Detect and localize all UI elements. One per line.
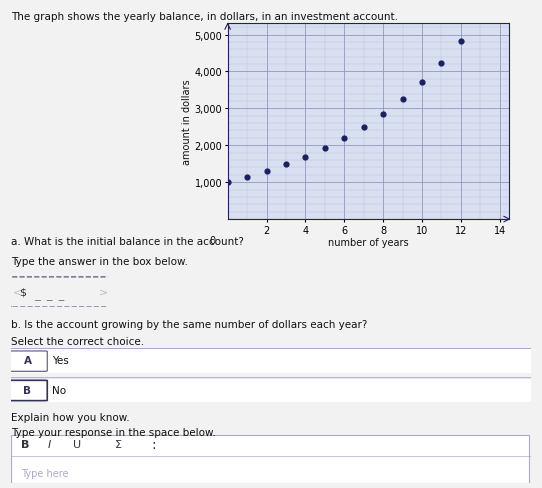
Text: 0: 0 (209, 235, 215, 245)
Point (262, 168, 271, 176)
FancyBboxPatch shape (8, 351, 47, 371)
Text: No: No (53, 385, 67, 395)
Text: I: I (47, 439, 50, 449)
Text: <: < (13, 286, 22, 297)
FancyBboxPatch shape (1, 349, 537, 374)
Point (340, 135, 349, 142)
Text: Type the answer in the box below.: Type the answer in the box below. (11, 256, 188, 266)
Point (418, 79, 427, 87)
Point (301, 154, 309, 162)
Text: U: U (73, 439, 81, 449)
Text: Explain how you know.: Explain how you know. (11, 412, 130, 422)
Point (282, 161, 291, 169)
FancyBboxPatch shape (1, 378, 537, 403)
Text: The graph shows the yearly balance, in dollars, in an investment account.: The graph shows the yearly balance, in d… (11, 12, 398, 22)
Text: Σ: Σ (115, 439, 122, 449)
FancyBboxPatch shape (8, 277, 111, 307)
Point (320, 145, 329, 153)
Point (223, 179, 232, 187)
Y-axis label: amount in dollars: amount in dollars (182, 79, 191, 165)
Text: a. What is the initial balance in the account?: a. What is the initial balance in the ac… (11, 237, 244, 246)
FancyBboxPatch shape (8, 381, 47, 401)
Text: Type here: Type here (21, 468, 69, 478)
Text: B: B (21, 439, 30, 449)
Point (398, 96, 407, 104)
Point (379, 111, 388, 119)
Text: :: : (151, 437, 156, 451)
Point (243, 174, 251, 182)
Point (359, 123, 368, 131)
X-axis label: number of years: number of years (328, 238, 409, 248)
Text: _ _ _: _ _ _ (35, 289, 64, 300)
Text: Type your response in the space below.: Type your response in the space below. (11, 427, 216, 437)
Point (437, 60, 446, 68)
Text: >: > (99, 286, 108, 297)
Text: b. Is the account growing by the same number of dollars each year?: b. Is the account growing by the same nu… (11, 320, 367, 329)
Text: A: A (23, 356, 31, 366)
Text: B: B (23, 385, 31, 395)
Text: Select the correct choice.: Select the correct choice. (11, 337, 144, 346)
Point (456, 38, 465, 46)
Text: $: $ (18, 286, 25, 297)
Text: Yes: Yes (53, 356, 69, 366)
FancyBboxPatch shape (11, 435, 528, 483)
